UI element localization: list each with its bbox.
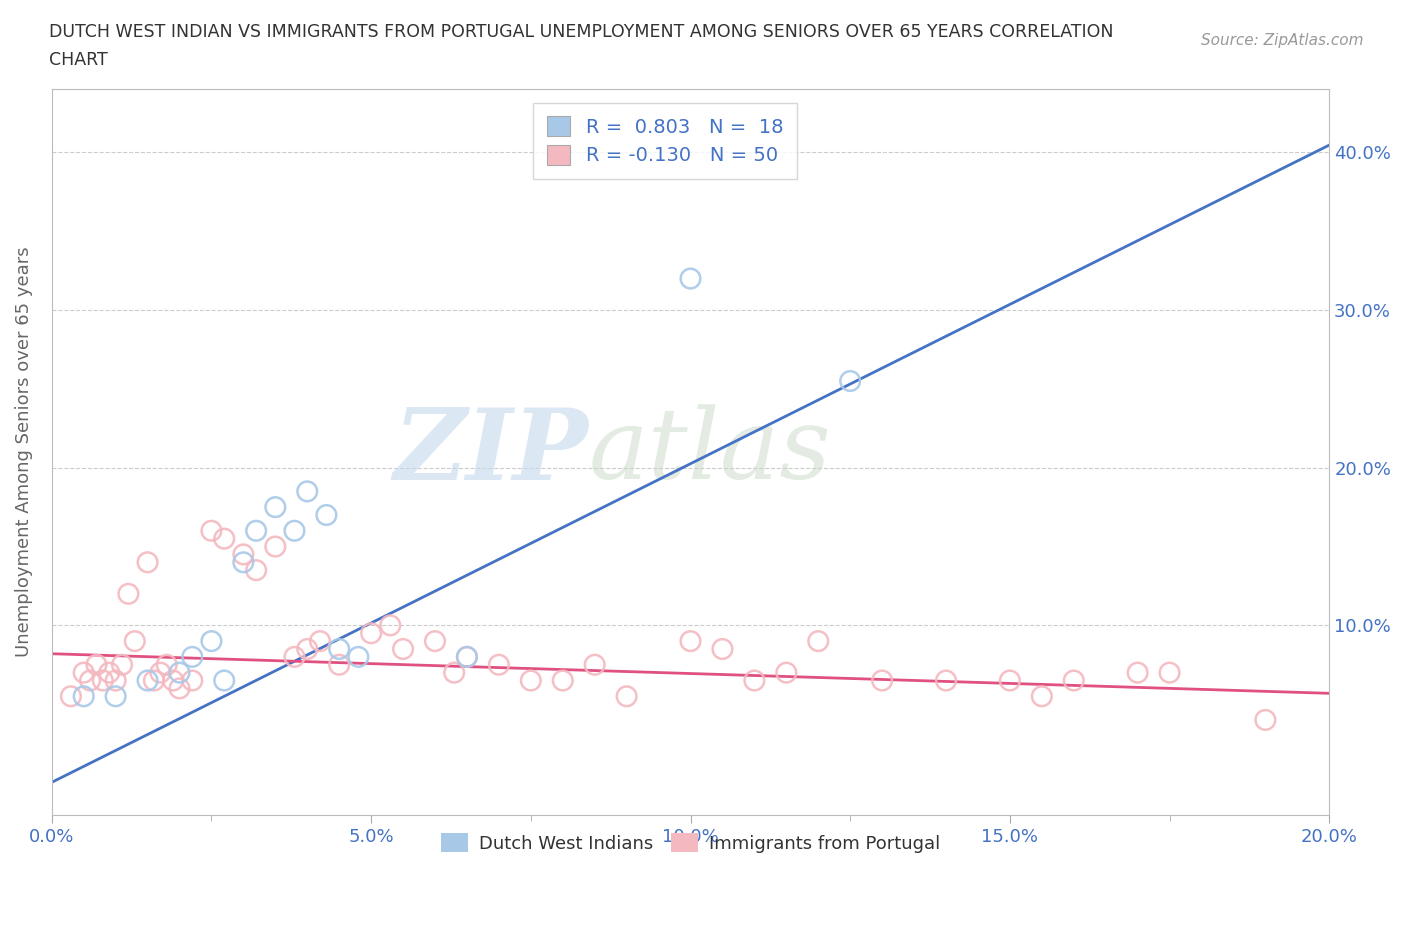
- Point: [807, 633, 830, 648]
- Point: [711, 642, 734, 657]
- Point: [551, 673, 574, 688]
- Point: [870, 673, 893, 688]
- Point: [212, 531, 235, 546]
- Point: [283, 649, 305, 664]
- Point: [232, 555, 254, 570]
- Point: [264, 539, 287, 554]
- Point: [86, 658, 108, 672]
- Point: [935, 673, 957, 688]
- Point: [181, 649, 204, 664]
- Point: [392, 642, 415, 657]
- Point: [775, 665, 797, 680]
- Point: [520, 673, 543, 688]
- Point: [232, 547, 254, 562]
- Point: [1126, 665, 1149, 680]
- Point: [117, 587, 139, 602]
- Point: [1031, 689, 1053, 704]
- Point: [1063, 673, 1085, 688]
- Point: [142, 673, 165, 688]
- Point: [679, 633, 702, 648]
- Point: [328, 658, 350, 672]
- Text: Source: ZipAtlas.com: Source: ZipAtlas.com: [1201, 33, 1364, 47]
- Legend: Dutch West Indians, Immigrants from Portugal: Dutch West Indians, Immigrants from Port…: [433, 826, 948, 860]
- Point: [456, 649, 478, 664]
- Point: [162, 673, 184, 688]
- Point: [79, 673, 101, 688]
- Point: [200, 633, 222, 648]
- Point: [744, 673, 766, 688]
- Point: [315, 508, 337, 523]
- Point: [149, 665, 172, 680]
- Point: [73, 689, 96, 704]
- Point: [212, 673, 235, 688]
- Point: [156, 658, 179, 672]
- Point: [104, 673, 127, 688]
- Text: CHART: CHART: [49, 51, 108, 69]
- Point: [380, 618, 402, 632]
- Point: [488, 658, 510, 672]
- Point: [679, 272, 702, 286]
- Point: [169, 665, 191, 680]
- Point: [360, 626, 382, 641]
- Point: [297, 642, 319, 657]
- Point: [328, 642, 350, 657]
- Point: [136, 555, 159, 570]
- Point: [839, 374, 862, 389]
- Point: [124, 633, 146, 648]
- Text: atlas: atlas: [588, 405, 831, 499]
- Point: [59, 689, 82, 704]
- Point: [136, 673, 159, 688]
- Point: [245, 524, 267, 538]
- Point: [104, 689, 127, 704]
- Point: [423, 633, 446, 648]
- Point: [1254, 712, 1277, 727]
- Point: [309, 633, 332, 648]
- Point: [111, 658, 134, 672]
- Text: ZIP: ZIP: [394, 404, 588, 500]
- Point: [264, 499, 287, 514]
- Point: [297, 484, 319, 498]
- Point: [245, 563, 267, 578]
- Point: [91, 673, 114, 688]
- Point: [98, 665, 121, 680]
- Point: [347, 649, 370, 664]
- Point: [456, 649, 478, 664]
- Text: DUTCH WEST INDIAN VS IMMIGRANTS FROM PORTUGAL UNEMPLOYMENT AMONG SENIORS OVER 65: DUTCH WEST INDIAN VS IMMIGRANTS FROM POR…: [49, 23, 1114, 41]
- Point: [583, 658, 606, 672]
- Point: [616, 689, 638, 704]
- Point: [200, 524, 222, 538]
- Point: [283, 524, 305, 538]
- Y-axis label: Unemployment Among Seniors over 65 years: Unemployment Among Seniors over 65 years: [15, 246, 32, 658]
- Point: [181, 673, 204, 688]
- Point: [443, 665, 465, 680]
- Point: [169, 681, 191, 696]
- Point: [998, 673, 1021, 688]
- Point: [73, 665, 96, 680]
- Point: [1159, 665, 1181, 680]
